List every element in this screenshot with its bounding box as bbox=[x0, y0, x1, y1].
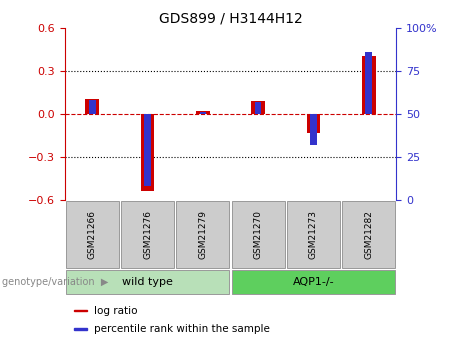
FancyBboxPatch shape bbox=[65, 201, 119, 268]
Bar bbox=[251, 101, 265, 114]
FancyBboxPatch shape bbox=[176, 201, 230, 268]
Title: GDS899 / H3144H12: GDS899 / H3144H12 bbox=[159, 11, 302, 25]
FancyBboxPatch shape bbox=[231, 270, 396, 294]
Bar bbox=[366, 52, 372, 114]
Text: log ratio: log ratio bbox=[95, 306, 138, 316]
FancyBboxPatch shape bbox=[65, 270, 230, 294]
Bar bbox=[255, 102, 261, 114]
Bar bbox=[310, 114, 317, 145]
FancyBboxPatch shape bbox=[287, 201, 340, 268]
Bar bbox=[200, 112, 206, 114]
Bar bbox=[362, 56, 376, 114]
FancyBboxPatch shape bbox=[342, 201, 396, 268]
Bar bbox=[75, 310, 87, 312]
FancyBboxPatch shape bbox=[121, 201, 174, 268]
Text: GSM21273: GSM21273 bbox=[309, 210, 318, 259]
FancyBboxPatch shape bbox=[231, 201, 285, 268]
Bar bbox=[144, 114, 151, 186]
Text: GSM21279: GSM21279 bbox=[198, 210, 207, 259]
Text: GSM21282: GSM21282 bbox=[364, 210, 373, 259]
Text: percentile rank within the sample: percentile rank within the sample bbox=[95, 324, 270, 334]
Text: genotype/variation  ▶: genotype/variation ▶ bbox=[2, 277, 109, 287]
Text: GSM21266: GSM21266 bbox=[88, 210, 97, 259]
Text: wild type: wild type bbox=[122, 277, 173, 287]
Bar bbox=[141, 114, 154, 191]
Bar bbox=[89, 100, 95, 114]
Bar bbox=[307, 114, 320, 132]
Text: GSM21270: GSM21270 bbox=[254, 210, 263, 259]
Bar bbox=[85, 99, 99, 114]
Text: GSM21276: GSM21276 bbox=[143, 210, 152, 259]
Text: AQP1-/-: AQP1-/- bbox=[293, 277, 334, 287]
Bar bbox=[75, 328, 87, 330]
Bar bbox=[196, 111, 210, 114]
